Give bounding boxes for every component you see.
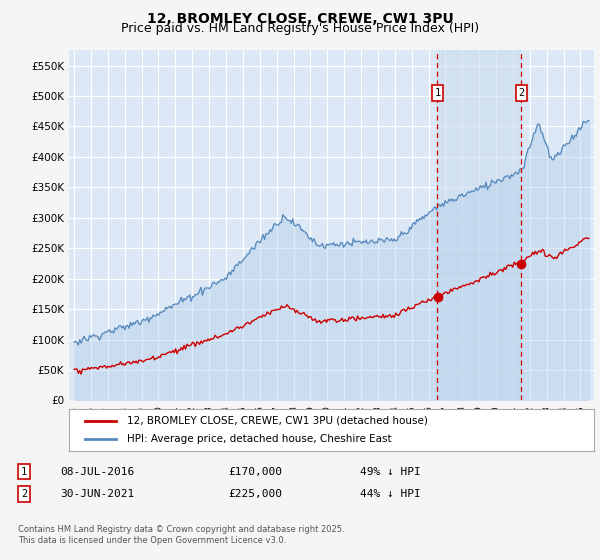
Text: 12, BROMLEY CLOSE, CREWE, CW1 3PU: 12, BROMLEY CLOSE, CREWE, CW1 3PU [146, 12, 454, 26]
Text: 12, BROMLEY CLOSE, CREWE, CW1 3PU (detached house): 12, BROMLEY CLOSE, CREWE, CW1 3PU (detac… [127, 416, 428, 426]
Text: 1: 1 [434, 88, 440, 98]
Text: 49% ↓ HPI: 49% ↓ HPI [360, 466, 421, 477]
Text: £170,000: £170,000 [228, 466, 282, 477]
Bar [437, 50, 521, 400]
Text: 08-JUL-2016: 08-JUL-2016 [60, 466, 134, 477]
Text: HPI: Average price, detached house, Cheshire East: HPI: Average price, detached house, Ches… [127, 434, 391, 444]
Text: 30-JUN-2021: 30-JUN-2021 [60, 489, 134, 499]
Text: 2: 2 [518, 88, 524, 98]
Text: 44% ↓ HPI: 44% ↓ HPI [360, 489, 421, 499]
Text: 1: 1 [21, 466, 27, 477]
Text: Price paid vs. HM Land Registry's House Price Index (HPI): Price paid vs. HM Land Registry's House … [121, 22, 479, 35]
Text: £225,000: £225,000 [228, 489, 282, 499]
Text: 2: 2 [21, 489, 27, 499]
Text: Contains HM Land Registry data © Crown copyright and database right 2025.
This d: Contains HM Land Registry data © Crown c… [18, 525, 344, 545]
